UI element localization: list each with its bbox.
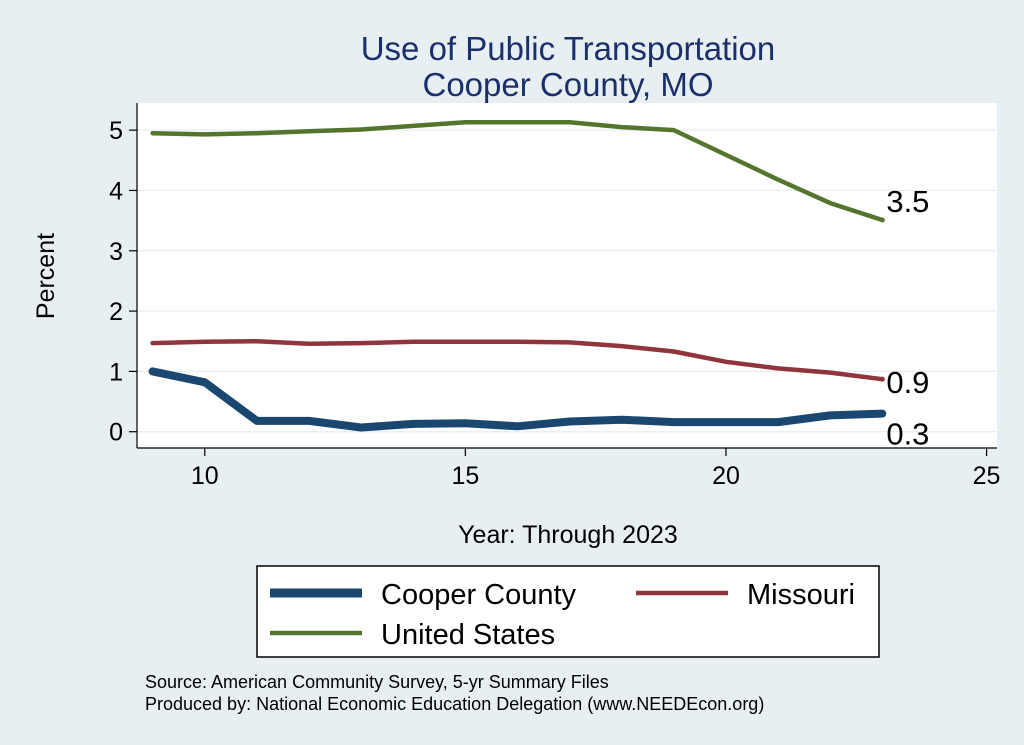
y-tick-label: 5	[109, 117, 123, 145]
chart-title-line-1: Use of Public Transportation	[361, 30, 776, 67]
x-axis-label: Year: Through 2023	[458, 521, 678, 549]
y-axis-label: Percent	[32, 233, 60, 319]
plot-area	[137, 103, 997, 448]
legend-label-cooper-county: Cooper County	[381, 579, 577, 611]
legend-label-united-states: United States	[381, 619, 555, 651]
legend: Cooper County Missouri United States	[256, 565, 880, 658]
end-point-cooper-county	[879, 411, 885, 417]
produced-by-note: Produced by: National Economic Education…	[145, 694, 764, 714]
end-label-cooper-county: 0.3	[886, 417, 929, 452]
legend-box	[256, 565, 880, 658]
y-tick-label: 4	[109, 177, 123, 205]
chart-title-line-2: Cooper County, MO	[422, 66, 713, 103]
series-line-cooper-county	[148, 367, 887, 432]
end-labels: 0.3 0.9 3.5	[879, 184, 929, 452]
series-line-united-states	[150, 120, 885, 223]
source-note: Source: American Community Survey, 5-yr …	[145, 672, 609, 692]
end-label-united-states: 3.5	[886, 184, 929, 219]
x-tick-label: 10	[191, 462, 219, 490]
end-point-missouri	[879, 376, 885, 382]
series-lines	[148, 120, 887, 432]
x-tick-label: 25	[973, 462, 1001, 490]
series-line-missouri	[150, 338, 885, 382]
legend-label-missouri: Missouri	[747, 579, 855, 611]
y-tick-label: 2	[109, 298, 123, 326]
axes: 0 1 2 3 4 5 10 15 20 25	[109, 103, 1000, 490]
x-tick-label: 20	[712, 462, 740, 490]
x-tick-label: 15	[451, 462, 479, 490]
y-tick-label: 0	[109, 419, 123, 447]
y-tick-label: 3	[109, 238, 123, 266]
y-tick-label: 1	[109, 358, 123, 386]
end-label-missouri: 0.9	[886, 365, 929, 400]
end-point-united-states	[879, 217, 885, 223]
